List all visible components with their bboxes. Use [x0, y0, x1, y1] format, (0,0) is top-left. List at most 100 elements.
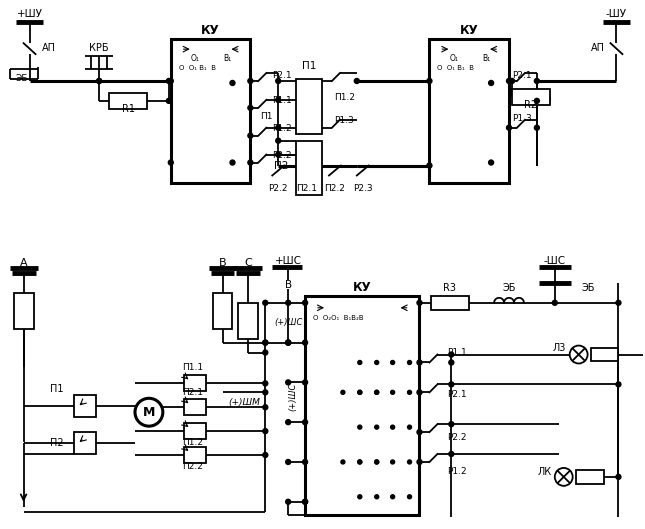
Circle shape — [375, 360, 379, 364]
Circle shape — [427, 78, 432, 84]
Text: R2: R2 — [524, 100, 537, 110]
Circle shape — [341, 390, 345, 394]
Circle shape — [616, 475, 621, 479]
Circle shape — [97, 78, 102, 84]
Text: П2.1: П2.1 — [182, 388, 203, 397]
Circle shape — [248, 105, 253, 111]
Circle shape — [449, 360, 454, 365]
Text: R3: R3 — [443, 283, 456, 293]
Circle shape — [248, 160, 253, 165]
Bar — [74, 432, 96, 454]
Text: Р2.3: Р2.3 — [353, 184, 373, 193]
Bar — [296, 141, 322, 195]
Circle shape — [375, 495, 379, 499]
Circle shape — [417, 300, 422, 305]
Circle shape — [616, 382, 621, 387]
Circle shape — [248, 78, 253, 84]
Circle shape — [417, 460, 422, 464]
Circle shape — [358, 390, 362, 394]
Text: Л3: Л3 — [552, 343, 566, 352]
Circle shape — [230, 160, 235, 165]
Bar — [430, 39, 509, 184]
Bar — [14, 293, 34, 329]
Circle shape — [427, 163, 432, 168]
Text: B₁: B₁ — [224, 53, 232, 62]
Circle shape — [375, 425, 379, 429]
Text: КУ: КУ — [352, 281, 371, 294]
Circle shape — [417, 390, 422, 395]
Circle shape — [303, 340, 308, 345]
Circle shape — [303, 499, 308, 504]
Circle shape — [570, 345, 588, 363]
Circle shape — [358, 390, 362, 394]
Circle shape — [286, 300, 291, 305]
Text: Р1.1: Р1.1 — [272, 96, 292, 105]
Bar — [239, 303, 259, 339]
Bar — [576, 470, 604, 484]
Circle shape — [263, 340, 268, 345]
Circle shape — [489, 160, 493, 165]
Circle shape — [552, 300, 557, 305]
Circle shape — [263, 300, 268, 305]
Text: АП: АП — [591, 43, 604, 53]
Circle shape — [303, 460, 308, 464]
Bar — [213, 293, 232, 329]
Text: А: А — [20, 258, 27, 268]
Circle shape — [391, 390, 395, 394]
Circle shape — [375, 390, 379, 394]
Circle shape — [555, 468, 573, 486]
Bar — [171, 39, 250, 184]
Circle shape — [286, 419, 291, 425]
Text: П2: П2 — [274, 160, 288, 170]
Circle shape — [391, 360, 395, 364]
Circle shape — [534, 98, 539, 103]
Circle shape — [408, 495, 412, 499]
Circle shape — [449, 382, 454, 387]
Text: Р1.2: Р1.2 — [272, 124, 292, 133]
Text: -ШУ: -ШУ — [606, 10, 627, 20]
Circle shape — [358, 460, 362, 464]
Text: Р1.1: Р1.1 — [448, 348, 467, 357]
Circle shape — [391, 495, 395, 499]
Circle shape — [303, 380, 308, 385]
Circle shape — [408, 390, 412, 394]
Circle shape — [286, 340, 291, 345]
Text: П2.2: П2.2 — [183, 462, 203, 471]
Circle shape — [449, 352, 454, 357]
Text: АП: АП — [41, 43, 55, 53]
Text: П1: П1 — [50, 385, 63, 394]
Bar — [305, 296, 419, 515]
Circle shape — [391, 425, 395, 429]
Text: Р2.1: Р2.1 — [272, 70, 292, 79]
Text: M: M — [143, 406, 155, 419]
Circle shape — [375, 460, 379, 464]
Circle shape — [168, 78, 174, 84]
Circle shape — [303, 300, 308, 305]
Circle shape — [286, 499, 291, 504]
Text: O  O₁ B₁  B: O O₁ B₁ B — [179, 65, 216, 71]
Circle shape — [276, 97, 281, 102]
Text: Р2.1: Р2.1 — [448, 390, 467, 399]
Text: П2: П2 — [50, 438, 63, 448]
Circle shape — [408, 425, 412, 429]
Circle shape — [263, 428, 268, 434]
Text: П2.1: П2.1 — [297, 184, 317, 193]
Circle shape — [135, 398, 163, 426]
Text: ЭБ: ЭБ — [15, 75, 28, 84]
Text: Р2.2: Р2.2 — [272, 151, 292, 160]
Text: П1: П1 — [261, 112, 273, 121]
Circle shape — [263, 350, 268, 355]
Circle shape — [408, 460, 412, 464]
Circle shape — [489, 80, 493, 86]
Circle shape — [358, 460, 362, 464]
Text: П1.2: П1.2 — [334, 94, 355, 103]
Text: -ШС: -ШС — [544, 256, 566, 266]
Text: П2.2: П2.2 — [324, 184, 345, 193]
Bar — [184, 376, 206, 391]
Circle shape — [534, 125, 539, 130]
Bar — [591, 348, 619, 361]
Circle shape — [417, 360, 422, 365]
Bar — [184, 399, 206, 415]
Circle shape — [286, 380, 291, 385]
Text: Р2.1: Р2.1 — [512, 70, 531, 79]
